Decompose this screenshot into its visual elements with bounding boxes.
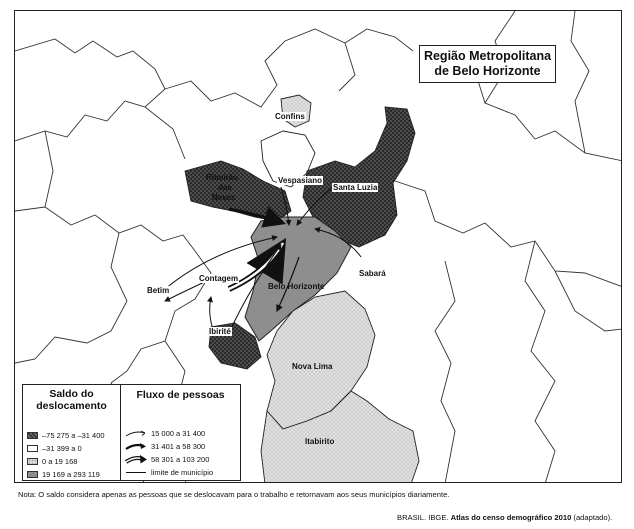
flow-bh-to-nova-lima: [276, 256, 300, 313]
legend-saldo-item: –31 399 a 0: [27, 444, 82, 453]
source-title: Atlas do censo demográfico 2010: [450, 513, 572, 522]
flow-thick-icon: [125, 455, 147, 464]
legend: Saldo do deslocamento –75 275 a –31 400 …: [22, 384, 241, 481]
flow-santa-luzia-to-bh: [296, 186, 334, 226]
label-vespasiano: Vespasiano: [277, 176, 324, 185]
label-ribeirao-2: das: [218, 183, 232, 192]
swatch-mid-grey: [27, 471, 38, 478]
legend-fluxo-item: 15 000 a 31 400: [125, 429, 205, 438]
footnote: Nota: O saldo considera apenas as pessoa…: [18, 490, 450, 499]
legend-saldo-label: 19 169 a 293 119: [42, 470, 100, 479]
legend-saldo-item: –75 275 a –31 400: [27, 431, 105, 440]
legend-fluxo-label: limite de município: [151, 468, 214, 477]
label-contagem: Contagem: [198, 274, 240, 283]
map-title-line-2: de Belo Horizonte: [434, 64, 541, 78]
swatch-dark-hatched: [27, 432, 38, 439]
label-itabirito: Itabirito: [305, 437, 335, 446]
boundary-line-icon: [126, 472, 146, 473]
map-title-line-1: Região Metropolitana: [423, 49, 552, 63]
legend-fluxo: Fluxo de pessoas 15 000 a 31 400 31 401 …: [121, 385, 240, 480]
label-confins: Confins: [274, 112, 306, 121]
label-betim: Betim: [146, 286, 171, 295]
legend-fluxo-label: 15 000 a 31 400: [151, 429, 206, 438]
legend-saldo-item: 19 169 a 293 119: [27, 470, 100, 479]
legend-fluxo-label: 58 301 a 103 200: [151, 455, 210, 464]
region-confins: [280, 94, 312, 128]
label-ribeirao-3: Neves: [212, 193, 236, 202]
legend-saldo: Saldo do deslocamento –75 275 a –31 400 …: [23, 385, 121, 480]
flow-ibirite-to-bh: [228, 244, 282, 334]
source-prefix: BRASIL. IBGE.: [397, 513, 451, 522]
legend-saldo-label: 0 a 19 168: [42, 457, 78, 466]
swatch-light-dotted: [27, 458, 38, 465]
legend-saldo-label: –75 275 a –31 400: [42, 431, 105, 440]
flow-medium-icon: [125, 443, 146, 450]
label-nova-lima: Nova Lima: [292, 362, 333, 371]
legend-saldo-label: –31 399 a 0: [42, 444, 82, 453]
source-citation: BRASIL. IBGE. Atlas do censo demográfico…: [397, 513, 612, 522]
label-ibirite: Ibirité: [208, 327, 232, 336]
municipality-boundaries: [15, 11, 621, 482]
legend-saldo-title-line-1: Saldo do: [49, 388, 94, 400]
legend-fluxo-item: limite de município: [125, 468, 213, 477]
legend-saldo-title: Saldo do deslocamento: [23, 388, 120, 412]
legend-saldo-title-line-2: deslocamento: [36, 400, 107, 412]
map-title: Região Metropolitana de Belo Horizonte: [419, 45, 556, 83]
legend-fluxo-item: 31 401 a 58 300: [125, 442, 205, 451]
flow-vespasiano-to-bh: [280, 186, 292, 226]
legend-fluxo-item: 58 301 a 103 200: [125, 455, 209, 464]
label-ribeirao-1: Ribeirão: [206, 173, 239, 182]
flow-sabara-to-bh: [314, 227, 362, 258]
flow-thin-icon: [125, 430, 146, 437]
source-suffix: (adaptado).: [571, 513, 613, 522]
label-belo-horizonte: Belo Horizonte: [268, 282, 325, 291]
flow-arrows: [164, 186, 362, 336]
legend-fluxo-label: 31 401 a 58 300: [151, 442, 206, 451]
swatch-white: [27, 445, 38, 452]
region-itabirito: [260, 390, 420, 482]
flow-ribeirao-to-bh: [228, 206, 287, 228]
label-santa-luzia: Santa Luzia: [332, 183, 379, 192]
legend-fluxo-title: Fluxo de pessoas: [136, 389, 225, 401]
label-sabara: Sabará: [358, 269, 387, 278]
legend-saldo-item: 0 a 19 168: [27, 457, 77, 466]
